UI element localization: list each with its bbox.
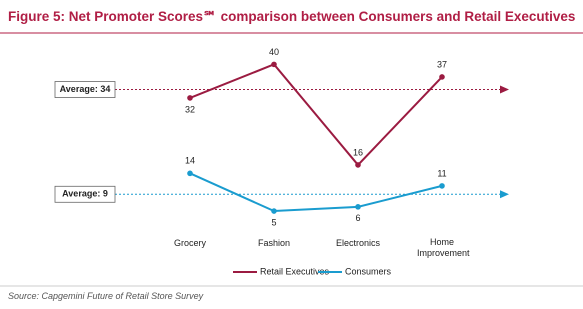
- series-line: [189, 63, 443, 167]
- point: [439, 74, 445, 80]
- data-label: 40: [269, 47, 279, 57]
- point: [187, 170, 193, 177]
- data-label: 37: [437, 59, 447, 69]
- point: [271, 208, 277, 214]
- point: [271, 61, 277, 68]
- point: [439, 183, 445, 189]
- chart-title: Figure 5: Net Promoter Scores℠ compariso…: [8, 9, 576, 24]
- point: [355, 204, 361, 210]
- point: [355, 162, 361, 168]
- series-line: [189, 172, 443, 213]
- average-arrow: [500, 190, 509, 199]
- data-label: 5: [271, 217, 276, 227]
- legend-label: Consumers: [345, 266, 392, 276]
- x-tick-label: Home Improvement: [417, 237, 470, 258]
- source-note: Source: Capgemini Future of Retail Store…: [8, 291, 204, 301]
- data-label: 6: [355, 213, 360, 223]
- x-tick-label: Grocery: [173, 238, 206, 248]
- average-box: [54, 81, 116, 98]
- data-label: 16: [353, 147, 363, 157]
- data-label: 32: [185, 104, 195, 114]
- data-label: 11: [437, 168, 446, 178]
- average-box: [54, 185, 116, 203]
- point: [187, 95, 193, 101]
- average-arrow: [500, 85, 509, 94]
- average-label: Average: 34: [60, 84, 111, 94]
- data-label: 14: [185, 156, 195, 166]
- x-tick-label: Fashion: [257, 238, 291, 248]
- average-label: Average: 9: [62, 189, 108, 199]
- legend-label: Retail Executives: [260, 266, 330, 276]
- x-tick-label: Electronics: [335, 238, 380, 248]
